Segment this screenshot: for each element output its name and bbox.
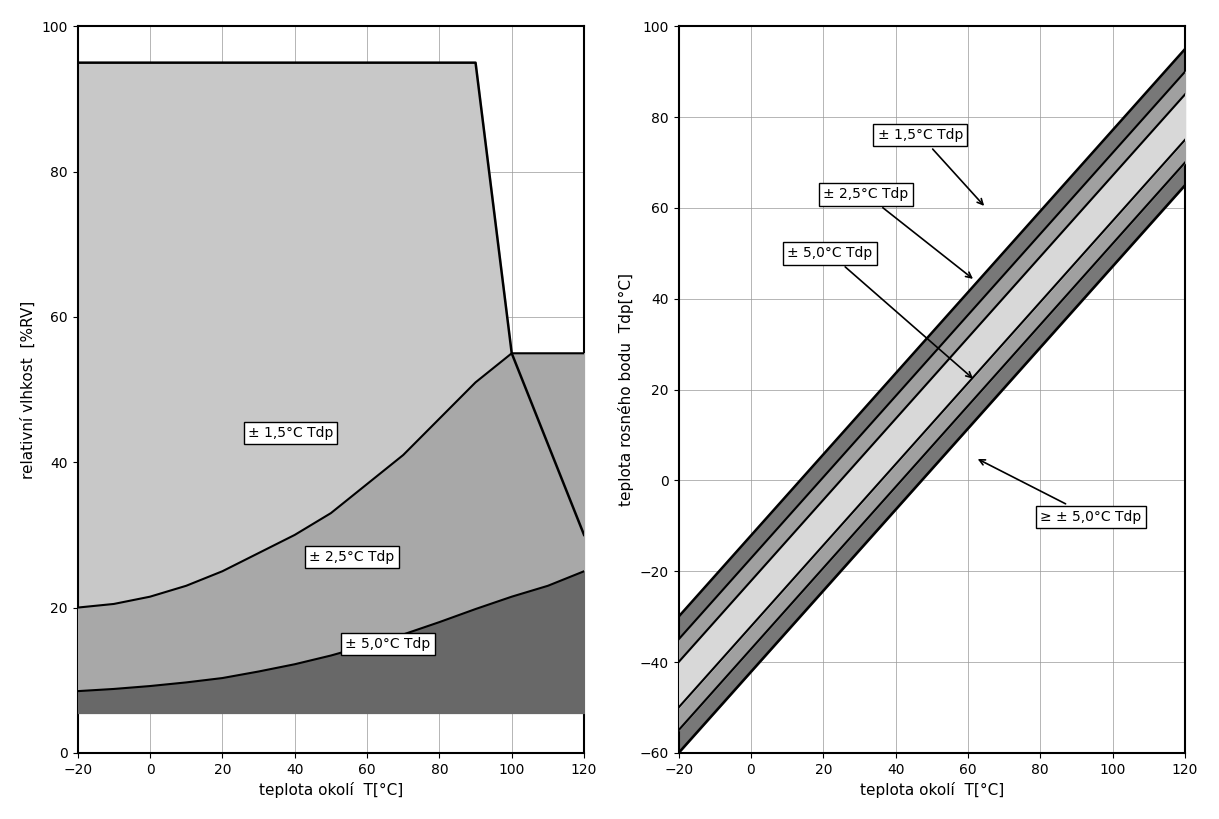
X-axis label: teplota okolí  T[°C]: teplota okolí T[°C] (258, 782, 403, 799)
Text: ± 5,0°C Tdp: ± 5,0°C Tdp (787, 247, 972, 378)
Text: ± 2,5°C Tdp: ± 2,5°C Tdp (823, 188, 972, 278)
Y-axis label: teplota rosného bodu  Tdp[°C]: teplota rosného bodu Tdp[°C] (618, 273, 634, 506)
Text: ± 1,5°C Tdp: ± 1,5°C Tdp (247, 426, 333, 440)
Text: ≥ ± 5,0°C Tdp: ≥ ± 5,0°C Tdp (979, 459, 1141, 524)
Text: ± 2,5°C Tdp: ± 2,5°C Tdp (310, 550, 395, 563)
Y-axis label: relativní vlhkost  [%RV]: relativní vlhkost [%RV] (21, 301, 37, 479)
X-axis label: teplota okolí  T[°C]: teplota okolí T[°C] (859, 782, 1004, 799)
Text: ± 1,5°C Tdp: ± 1,5°C Tdp (878, 129, 983, 205)
Text: ± 5,0°C Tdp: ± 5,0°C Tdp (345, 637, 430, 651)
